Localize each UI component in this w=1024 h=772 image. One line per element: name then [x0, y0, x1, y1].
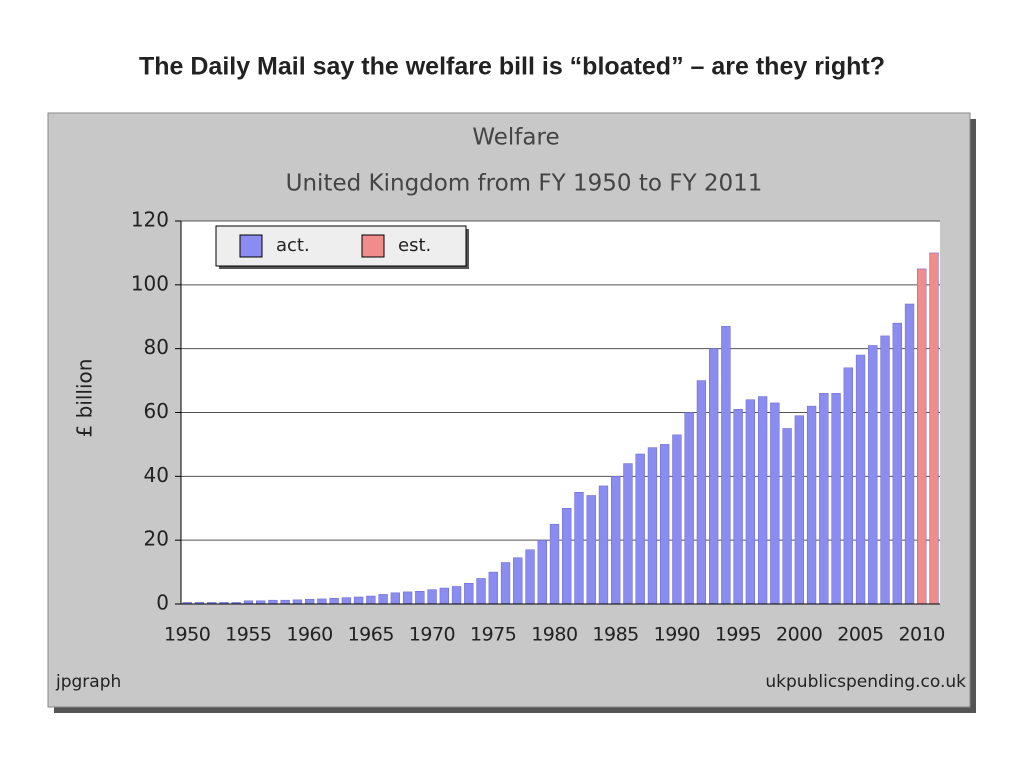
bar — [378, 594, 388, 605]
bar — [868, 345, 878, 605]
bar — [451, 586, 462, 605]
bar — [317, 598, 327, 605]
bars — [182, 252, 939, 605]
bar — [537, 539, 547, 605]
bar — [488, 571, 498, 605]
legend: act. est. — [215, 225, 469, 269]
x-tick-label: 1985 — [592, 624, 638, 646]
axes: 0 20 40 60 80 100 120 1950 1955 1960 1965 1970 1975 1… — [131, 208, 946, 646]
y-tick-label: 100 — [131, 271, 169, 295]
y-tick-label: 60 — [144, 399, 169, 423]
bar — [353, 596, 364, 605]
y-axis-label: £ billion — [73, 359, 97, 438]
bar — [390, 592, 401, 605]
x-tick-label: 1980 — [531, 624, 577, 646]
bar — [672, 434, 682, 605]
bar — [402, 591, 413, 605]
x-tick-label: 1965 — [348, 624, 394, 646]
bar — [513, 557, 523, 605]
bar — [574, 492, 584, 605]
bar — [562, 508, 572, 605]
bar — [366, 595, 376, 605]
bar — [770, 402, 780, 605]
x-tick-label: 1990 — [654, 624, 700, 646]
bar — [329, 598, 339, 605]
bar — [917, 268, 927, 605]
source-right: ukpublicspending.co.uk — [765, 672, 966, 692]
bar — [929, 252, 939, 605]
x-tick-label: 2005 — [837, 624, 883, 646]
x-tick-label: 1970 — [409, 624, 455, 646]
bar — [439, 587, 449, 605]
bar — [843, 367, 853, 605]
bar — [757, 396, 768, 605]
bar — [525, 549, 535, 605]
bar — [280, 599, 290, 605]
slide-title: The Daily Mail say the welfare bill is “… — [139, 53, 885, 81]
bar — [880, 335, 890, 605]
bar — [476, 578, 486, 605]
bar — [292, 599, 303, 605]
x-tick-label: 2010 — [898, 624, 944, 646]
bar — [855, 354, 866, 605]
legend-label: est. — [398, 235, 431, 256]
legend-label: act. — [276, 235, 310, 256]
legend-swatch — [239, 234, 263, 258]
bar — [500, 562, 511, 605]
bar — [806, 405, 817, 605]
bar — [904, 303, 915, 605]
bar — [586, 495, 596, 605]
x-tick-label: 1960 — [286, 624, 332, 646]
chart-subtitle: United Kingdom from FY 1950 to FY 2011 — [286, 171, 763, 197]
bar — [427, 589, 437, 605]
bar — [782, 428, 792, 605]
bar — [721, 326, 731, 605]
bar — [305, 598, 315, 605]
bar — [647, 447, 658, 605]
y-tick-label: 40 — [144, 463, 169, 487]
bar — [708, 348, 719, 605]
bar — [696, 380, 707, 605]
x-tick-label: 2000 — [776, 624, 822, 646]
y-tick-label: 80 — [144, 335, 169, 359]
bar — [464, 583, 474, 605]
x-tick-label: 1950 — [164, 624, 210, 646]
x-tick-label: 1995 — [715, 624, 761, 646]
x-tick-label: 1975 — [470, 624, 516, 646]
bar — [819, 393, 829, 605]
bar — [635, 453, 645, 605]
y-tick-label: 120 — [131, 208, 169, 232]
y-tick-label: 20 — [144, 527, 169, 551]
bar — [598, 485, 609, 605]
bar — [415, 590, 425, 605]
bar — [268, 599, 278, 605]
bar — [831, 393, 841, 605]
x-tick-label: 1955 — [225, 624, 271, 646]
y-tick-label: 0 — [156, 591, 169, 615]
bar — [341, 597, 352, 605]
bar — [623, 463, 633, 605]
legend-swatch — [361, 234, 385, 258]
bar — [549, 523, 560, 605]
bar — [794, 415, 804, 605]
bar — [733, 409, 743, 605]
bar — [611, 476, 621, 605]
bar — [660, 444, 670, 605]
bar — [684, 412, 694, 605]
bar — [745, 399, 756, 605]
source-left: jpgraph — [55, 672, 121, 692]
bar — [892, 322, 902, 605]
chart-title: Welfare — [472, 125, 559, 151]
